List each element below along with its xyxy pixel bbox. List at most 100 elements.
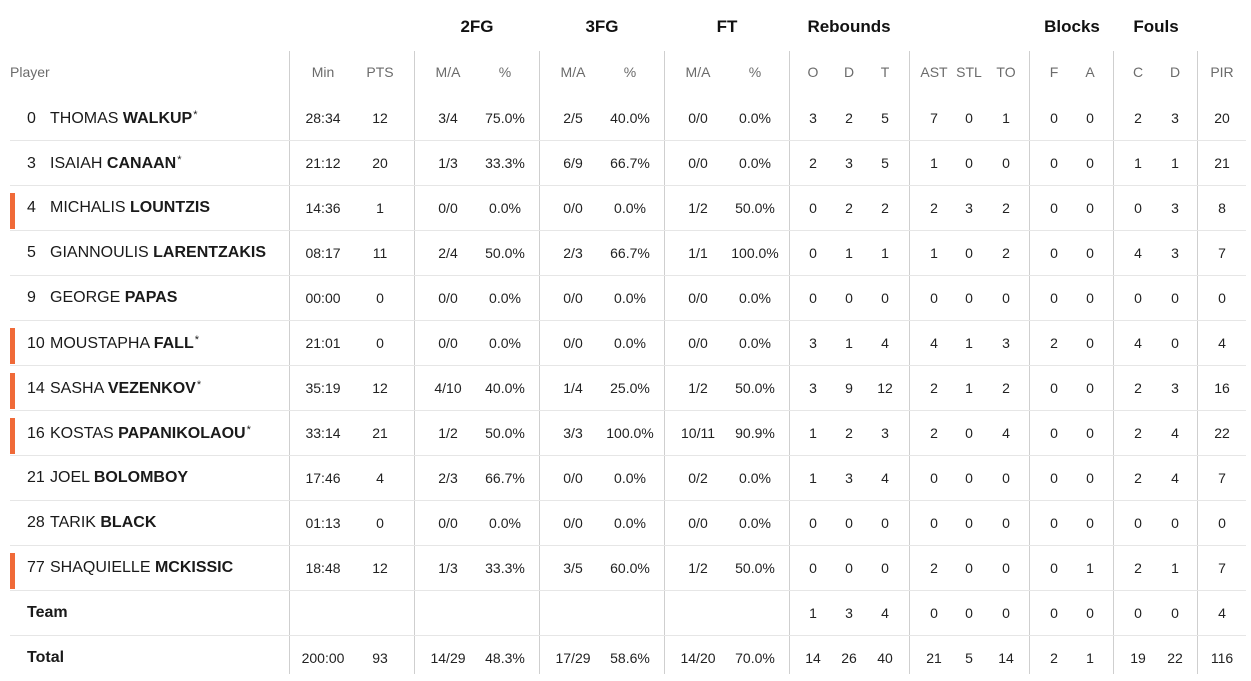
column-header[interactable]: STL [956,64,982,80]
stat-cell: 3/5 [563,560,583,576]
table-row: 21 JOEL BOLOMBOY 17:46 4 2/3 66.7% 0/0 0.0% 0/2 0… [0,456,1251,501]
column-header[interactable]: M/A [560,64,586,80]
stat-cell: 58.6% [610,650,650,666]
stat-cell: 22 [1214,425,1230,441]
stat-cell: 1 [930,245,938,261]
starter-mark: * [196,379,202,391]
stat-cell: 2 [1050,650,1058,666]
column-header[interactable]: D [843,64,855,80]
stat-cell: 50.0% [485,425,525,441]
stat-cell: 1/3 [438,155,458,171]
stat-cell: 16 [1214,380,1230,396]
stat-cell: 0 [1050,290,1058,306]
stat-cell: 0 [809,290,817,306]
column-header[interactable]: Player [10,64,50,80]
column-header[interactable]: PTS [366,64,394,80]
starter-mark: * [193,109,198,121]
player-first-name: MICHALIS [50,199,131,216]
player-last-name: WALKUP [122,110,193,127]
stat-cell: 0.0% [614,335,646,351]
stat-cell: 0 [1050,380,1058,396]
player-name[interactable]: 3 ISAIAH CANAAN* [27,154,182,173]
player-name[interactable]: 0 THOMAS WALKUP* [27,109,198,128]
stat-cell: 0 [965,560,973,576]
stat-cell: 0 [1002,560,1010,576]
column-header[interactable]: M/A [685,64,711,80]
stat-cell: 10/11 [681,425,715,441]
player-name[interactable]: 5 GIANNOULIS LARENTZAKIS [27,244,266,262]
row-divider [10,635,1246,636]
stat-cell: 1 [881,245,889,261]
stat-cell: 0 [376,335,384,351]
stat-cell: 0/0 [438,200,458,216]
stat-cell: 33.3% [485,155,525,171]
player-number: 0 [27,110,36,127]
column-divider [414,51,415,674]
column-divider [1197,51,1198,674]
column-header[interactable]: % [623,64,637,80]
stat-cell: 17/29 [555,650,591,666]
table-row: 9 GEORGE PAPAS 00:00 0 0/0 0.0% 0/0 0.0% 0/0 0.0%… [0,276,1251,321]
player-name[interactable]: 77 SHAQUIELLE MCKISSIC [27,559,233,577]
player-marker [10,193,15,229]
column-header[interactable]: % [498,64,512,80]
stat-cell: 14/20 [680,650,716,666]
stat-cell: 0 [965,605,973,621]
stat-cell: 0 [376,290,384,306]
column-divider [539,51,540,674]
stat-cell: 40.0% [485,380,525,396]
column-header[interactable]: A [1085,64,1095,80]
stat-cell: 0.0% [614,200,646,216]
player-name[interactable]: 4 MICHALIS LOUNTZIS [27,199,210,217]
stat-cell: 0 [930,290,938,306]
stat-cell: 00:00 [305,290,341,306]
player-name[interactable]: 16 KOSTAS PAPANIKOLAOU* [27,424,251,443]
column-header[interactable]: TO [996,64,1016,80]
row-divider [10,590,1246,591]
stat-cell: 0 [1086,110,1094,126]
column-header[interactable]: T [880,64,890,80]
player-last-name: MCKISSIC [154,559,234,576]
stat-cell: 50.0% [485,245,525,261]
stat-cell: 0 [1086,425,1094,441]
column-header[interactable]: PIR [1210,64,1234,80]
player-name[interactable]: 21 JOEL BOLOMBOY [27,469,188,487]
stat-cell: 0.0% [739,470,771,486]
stat-cell: 1 [376,200,384,216]
stat-cell: 0.0% [739,155,771,171]
column-header[interactable]: F [1049,64,1059,80]
player-first-name: GEORGE [50,289,125,306]
stat-cell: 75.0% [485,110,525,126]
stat-cell: 12 [372,110,388,126]
stat-cell: 1 [1134,155,1142,171]
column-header[interactable]: D [1169,64,1181,80]
player-last-name: LARENTZAKIS [153,244,267,261]
player-name[interactable]: 14 SASHA VEZENKOV* [27,379,201,398]
stat-cell: 20 [1214,110,1230,126]
column-header[interactable]: O [807,64,819,80]
stat-cell: 0/0 [688,110,708,126]
stat-cell: 14 [805,650,821,666]
column-header[interactable]: Min [311,64,335,80]
player-name[interactable]: 10 MOUSTAPHA FALL* [27,334,199,353]
stat-cell: 0 [1086,155,1094,171]
stat-cell: 1/4 [563,380,583,396]
stat-cell: 0/0 [688,335,708,351]
stat-cell: 93 [372,650,388,666]
column-header[interactable]: % [748,64,762,80]
player-number: 21 [27,469,45,486]
column-header[interactable]: M/A [435,64,461,80]
column-header[interactable]: AST [920,64,948,80]
player-number: 4 [27,199,36,216]
column-header[interactable]: C [1132,64,1144,80]
player-name[interactable]: 28 TARIK BLACK [27,514,156,532]
stat-cell: 2 [809,155,817,171]
stat-cell: 0 [1050,245,1058,261]
player-name[interactable]: 9 GEORGE PAPAS [27,289,177,307]
stat-cell: 0 [1086,290,1094,306]
stat-cell: 3 [881,425,889,441]
stat-cell: 0 [965,470,973,486]
stat-cell: 0 [809,200,817,216]
row-divider [10,500,1246,501]
